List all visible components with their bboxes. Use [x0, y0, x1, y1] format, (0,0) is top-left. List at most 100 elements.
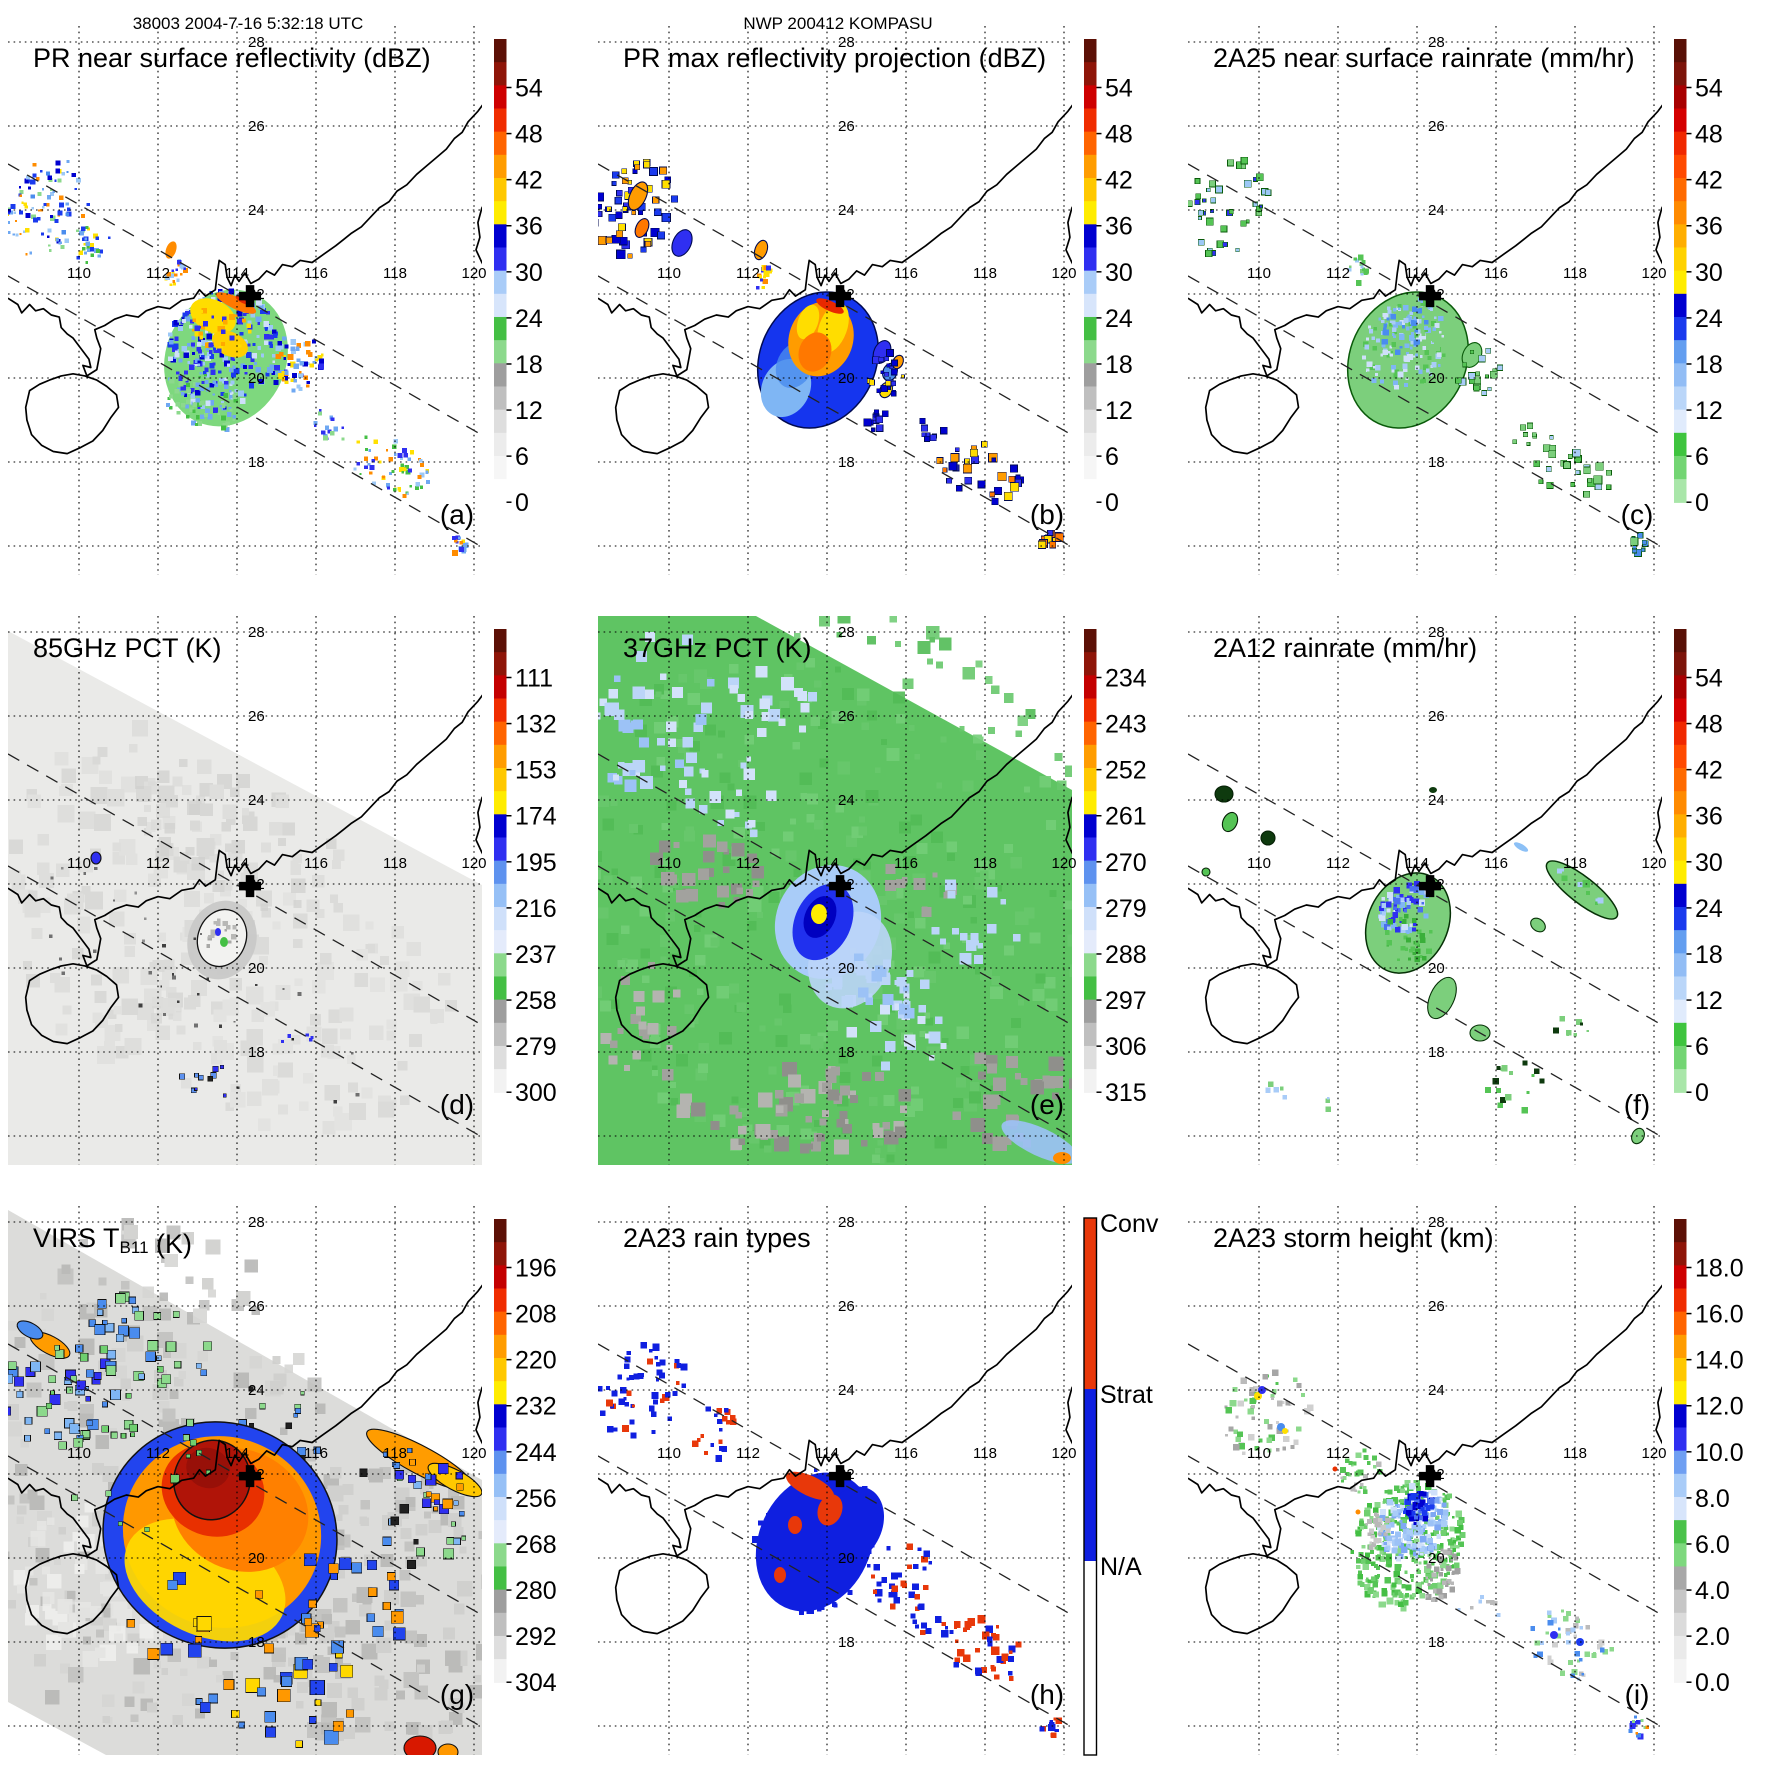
panel-e: 11011211411611812028262422201837GHz PCT …	[598, 616, 1147, 1165]
lat-label: 18	[1428, 454, 1445, 471]
cyclone-center-marker	[239, 875, 262, 898]
coastline-hainan	[1204, 372, 1300, 455]
speckle-cluster	[8, 1344, 121, 1450]
colorbar-tick-label: 288	[1105, 941, 1147, 969]
speckle-cluster	[1377, 881, 1429, 935]
panel-a: 110112114116118120282624222018PR near su…	[8, 26, 543, 575]
lon-label: 120	[1051, 265, 1076, 282]
speckle-cluster	[870, 1543, 932, 1610]
scan-header: 38003 2004-7-16 5:32:18 UTC	[132, 14, 364, 33]
panel-b-data-field	[598, 159, 1064, 549]
colorbar-tick-label: 244	[515, 1439, 557, 1467]
panel-g-title: VIRS TB11 (K)	[33, 1223, 192, 1259]
colorbar-tick-label: 24	[1105, 305, 1133, 333]
graticule	[598, 26, 1072, 575]
speckle-cluster	[1265, 1081, 1331, 1113]
panel-f: 1101121141161181202826242220182A12 rainr…	[1188, 616, 1723, 1165]
colorbar-tick-label: 18	[1695, 941, 1723, 969]
panel-c-title: 2A25 near surface rainrate (mm/hr)	[1213, 43, 1635, 73]
colorbar-tick-label: 42	[1695, 167, 1723, 195]
lon-label: 118	[973, 855, 997, 872]
speckle-cluster	[919, 417, 948, 442]
colorbar-tick-label: 304	[515, 1669, 557, 1697]
coastline-hainan	[614, 962, 710, 1045]
coastline-taiwan	[475, 796, 482, 855]
lat-label: 18	[838, 1634, 855, 1651]
grid-labels: 110112114116118120282624222018	[657, 1214, 1076, 1651]
colorbar-tick-label: 196	[515, 1255, 557, 1283]
colorbar-tick-label: 24	[1695, 305, 1723, 333]
colorbar-tick-label: 54	[1695, 665, 1723, 693]
colorbar-tick-label: 36	[515, 213, 543, 241]
coastline-hainan	[24, 1552, 120, 1635]
panel-f-data-field	[1201, 785, 1645, 1145]
lon-label: 118	[973, 1445, 997, 1462]
lat-label: 24	[1428, 202, 1445, 219]
data-blob	[165, 241, 177, 259]
colorbar-tick-label: 243	[1105, 711, 1147, 739]
speckle-cluster	[727, 665, 818, 738]
panel-a-data-field	[8, 160, 469, 556]
panel-b-title: PR max reflectivity projection (dBZ)	[623, 43, 1046, 73]
data-blob	[798, 332, 832, 372]
speckle-cluster	[1630, 532, 1649, 557]
speckle-cluster	[88, 1291, 213, 1389]
colorbar-tick-label: 292	[515, 1623, 557, 1651]
speckle-cluster	[1224, 1369, 1314, 1456]
speckle-cluster	[936, 441, 1025, 506]
panel-d: 11011211411611812028262422201885GHz PCT …	[8, 616, 557, 1165]
colorbar-tick-label: 18	[515, 351, 543, 379]
data-blob	[403, 1735, 437, 1755]
lat-label: 24	[248, 1382, 265, 1399]
colorbar-tick-label: 300	[515, 1079, 557, 1107]
lon-label: 118	[383, 855, 407, 872]
speckle-cluster	[1553, 1016, 1589, 1037]
speckle-cluster	[1530, 1609, 1615, 1681]
coastline	[8, 1284, 482, 1635]
lon-label: 116	[1484, 1445, 1508, 1462]
grid-labels: 110112114116118120282624222018	[657, 34, 1076, 471]
lat-label: 24	[838, 202, 855, 219]
colorbar-tick-label: 18.0	[1695, 1255, 1744, 1283]
lat-label: 20	[1428, 370, 1445, 387]
panel-c-data-field	[1188, 156, 1649, 557]
colorbar-tick-label: 30	[1695, 849, 1723, 877]
panel-g-data-field	[8, 1210, 482, 1755]
panel-i-data-field	[1224, 1369, 1649, 1740]
colorbar-tick-label: 0	[1105, 489, 1119, 517]
lon-label: 110	[1247, 855, 1271, 872]
colorbar-tick-label: 30	[1105, 259, 1133, 287]
speckle-cluster	[598, 1341, 688, 1439]
coastline-taiwan	[1655, 796, 1662, 855]
colorbar-tick-label: 6	[1105, 443, 1119, 471]
graticule	[8, 26, 482, 575]
data-blob	[220, 937, 228, 947]
colorbar-tick-label: 30	[515, 259, 543, 287]
lon-label: 120	[1641, 855, 1666, 872]
colorbar-tick-label: 48	[1695, 121, 1723, 149]
speckle-cluster	[1347, 254, 1369, 286]
speckle-cluster	[267, 336, 324, 393]
lat-label: 20	[248, 370, 265, 387]
colorbar-tick-label: 6.0	[1695, 1531, 1730, 1559]
coastline-hainan	[24, 962, 120, 1045]
speckle-cluster	[866, 349, 905, 397]
speckle-cluster	[1188, 156, 1272, 257]
lat-label: 26	[1428, 1298, 1445, 1315]
data-blob	[1355, 1509, 1361, 1515]
lon-label: 110	[67, 855, 91, 872]
colorbar-tick-label: 6	[515, 443, 529, 471]
speckle-cluster	[676, 1061, 911, 1155]
data-blob	[1513, 842, 1529, 852]
data-blob	[1254, 1392, 1262, 1400]
speckle-cluster	[650, 834, 765, 909]
panel-e-title: 37GHz PCT (K)	[623, 633, 812, 663]
coastline	[1188, 694, 1662, 1045]
speckle-cluster	[1039, 1717, 1062, 1738]
colorbar-tick-label: 252	[1105, 757, 1147, 785]
data-blob	[215, 928, 221, 936]
data-blob	[774, 1567, 786, 1583]
colorbar-tick-label: 280	[515, 1577, 557, 1605]
panel-c: 1101121141161181202826242220182A25 near …	[1188, 26, 1723, 575]
colorbar-tick-label: 195	[515, 849, 557, 877]
